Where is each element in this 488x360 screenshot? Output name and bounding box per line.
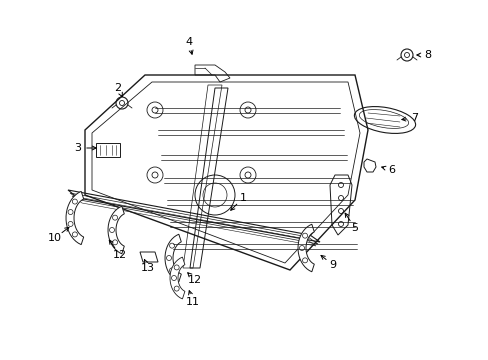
Polygon shape [170,257,184,299]
Text: 8: 8 [424,50,431,60]
Text: 9: 9 [329,260,336,270]
Text: 12: 12 [113,250,127,260]
Text: 2: 2 [114,83,122,93]
Text: 7: 7 [410,113,418,123]
Text: 5: 5 [351,223,358,233]
Text: 6: 6 [387,165,395,175]
Text: 13: 13 [141,263,155,273]
Text: 12: 12 [187,275,202,285]
Polygon shape [165,234,181,282]
Text: 1: 1 [239,193,246,203]
Polygon shape [297,224,314,272]
Text: 10: 10 [48,233,62,243]
Polygon shape [66,192,83,245]
Text: 11: 11 [185,297,200,307]
Text: 3: 3 [74,143,81,153]
Text: 4: 4 [185,37,192,47]
Polygon shape [108,206,124,254]
